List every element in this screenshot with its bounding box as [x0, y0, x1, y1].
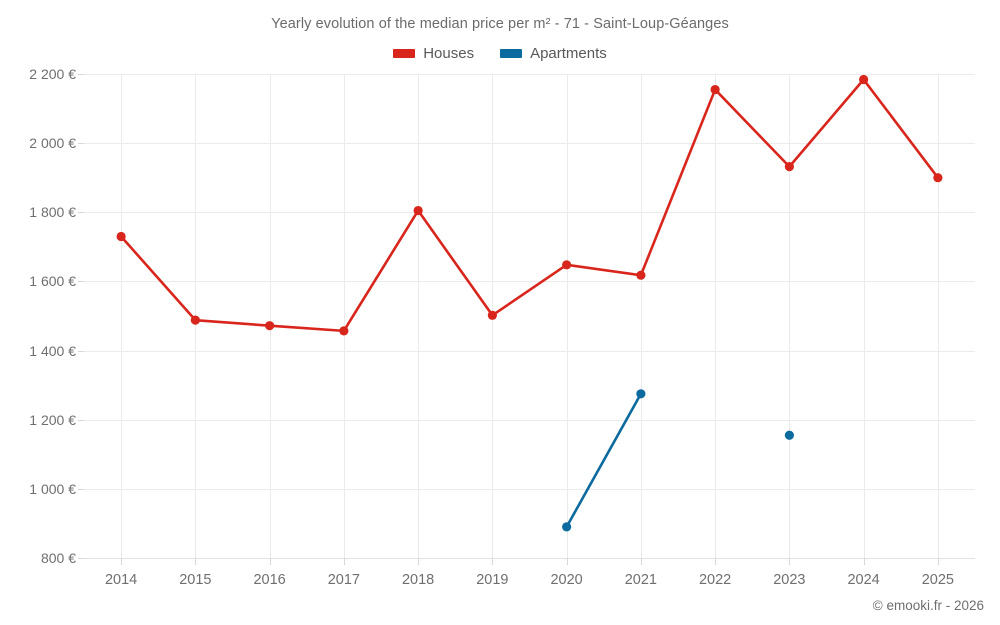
y-axis-tick-label: 2 000 € [29, 135, 76, 152]
data-point[interactable] [784, 430, 794, 440]
x-axis-tick-mark [195, 558, 197, 565]
gridline-x [715, 74, 717, 558]
legend-item-houses[interactable]: Houses [393, 45, 474, 62]
data-point[interactable] [190, 315, 200, 325]
data-point[interactable] [116, 231, 126, 242]
data-point[interactable] [339, 326, 349, 336]
gridline-y [84, 143, 975, 145]
gridline-y [84, 350, 975, 352]
data-point[interactable] [933, 173, 943, 183]
series-line [119, 78, 940, 333]
gridline-x [863, 74, 865, 558]
x-axis-tick-label: 2021 [624, 572, 658, 588]
legend-swatch-houses [393, 49, 416, 58]
y-axis-tick-mark [78, 212, 84, 214]
y-axis-tick-label: 1 000 € [29, 480, 76, 497]
data-point[interactable] [487, 310, 497, 320]
x-axis-tick-label: 2016 [253, 572, 286, 588]
gridline-y [84, 488, 975, 490]
data-point[interactable] [562, 522, 572, 532]
legend-swatch-apartments [500, 49, 523, 58]
plot-area [84, 74, 975, 559]
x-axis-tick-label: 2020 [550, 572, 583, 588]
chart-legend: Houses Apartments [0, 45, 1000, 62]
x-axis-tick-label: 2023 [773, 572, 806, 588]
data-point[interactable] [636, 270, 646, 280]
y-axis-tick-mark [78, 143, 84, 145]
series-line [565, 392, 643, 529]
gridline-x [640, 74, 642, 558]
x-axis-tick-mark [937, 558, 939, 565]
gridline-x [789, 74, 791, 558]
y-axis-tick-label: 1 600 € [29, 273, 76, 290]
y-axis-tick-label: 1 200 € [29, 411, 76, 428]
x-axis-tick-label: 2018 [401, 572, 435, 588]
gridline-y [84, 281, 975, 283]
y-axis-tick-label: 2 200 € [29, 66, 76, 82]
x-axis-tick-mark [121, 558, 123, 565]
x-axis-tick-label: 2015 [179, 572, 212, 588]
data-point[interactable] [859, 74, 869, 85]
y-axis-tick-label: 1 800 € [29, 204, 76, 221]
y-axis-tick-mark [78, 488, 84, 490]
data-point[interactable] [636, 389, 646, 399]
x-axis-tick-label: 2025 [921, 572, 955, 588]
gridline-y [84, 74, 975, 75]
data-point[interactable] [413, 205, 423, 216]
data-point[interactable] [784, 162, 794, 172]
data-point[interactable] [562, 260, 572, 270]
data-point[interactable] [265, 321, 275, 331]
x-axis-tick-mark [863, 558, 865, 565]
gridline-y [84, 419, 975, 421]
x-axis-tick-mark [789, 558, 791, 565]
legend-label-houses: Houses [423, 45, 475, 62]
x-axis-tick-mark [343, 558, 345, 565]
x-axis-tick-label: 2017 [327, 572, 361, 588]
y-axis-tick-mark [78, 74, 84, 75]
gridline-x [121, 74, 123, 558]
x-axis-tick-label: 2014 [104, 572, 138, 588]
y-axis-tick-mark [78, 419, 84, 421]
y-axis-tick-label: 1 400 € [29, 342, 76, 359]
x-axis-tick-mark [492, 558, 494, 565]
x-axis-tick-label: 2022 [698, 572, 732, 588]
series-layer [116, 74, 943, 532]
y-axis-tick-mark [78, 350, 84, 352]
y-axis-tick-label: 800 € [40, 550, 76, 566]
x-axis-tick-mark [418, 558, 420, 565]
x-axis-tick-label: 2024 [847, 572, 880, 588]
y-axis-tick-mark [78, 281, 84, 283]
x-axis-tick-mark [269, 558, 271, 565]
x-axis-tick-mark [566, 558, 568, 565]
gridline-x [937, 74, 939, 558]
x-axis-tick-label: 2019 [476, 572, 509, 588]
chart-title: Yearly evolution of the median price per… [271, 16, 729, 32]
data-point[interactable] [710, 84, 720, 95]
gridline-y [84, 212, 975, 214]
gridline-x [418, 74, 420, 558]
legend-item-apartments[interactable]: Apartments [500, 45, 607, 62]
footer-credit: © emooki.fr - 2026 [872, 598, 984, 613]
gridline-x [343, 74, 345, 558]
gridline-x [566, 74, 568, 558]
x-axis-tick-mark [715, 558, 717, 565]
legend-label-apartments: Apartments [530, 45, 607, 62]
gridline-x [269, 74, 271, 558]
x-axis-tick-mark [640, 558, 642, 565]
x-axis-line [84, 558, 975, 559]
y-axis-tick-mark [78, 558, 84, 559]
